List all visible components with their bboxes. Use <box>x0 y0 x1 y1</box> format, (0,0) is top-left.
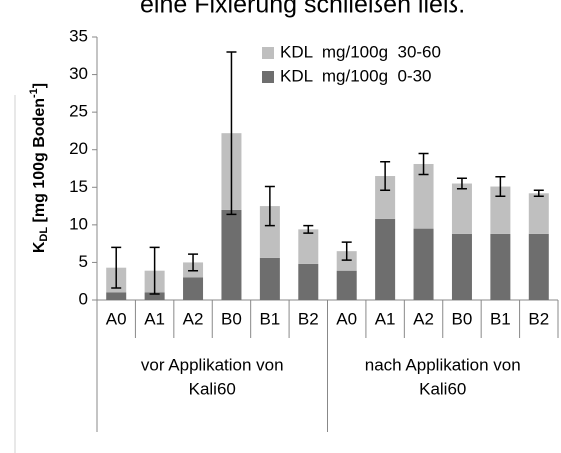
bar <box>259 206 280 258</box>
x-tick-label: B1 <box>490 309 511 328</box>
error-bar <box>456 177 467 190</box>
error-bar <box>149 246 160 295</box>
bar <box>490 186 511 234</box>
x-tick-label: A1 <box>375 309 396 328</box>
bar <box>259 257 280 300</box>
x-tick-label: A0 <box>336 309 357 328</box>
bar <box>451 233 472 300</box>
bar <box>106 292 127 300</box>
y-label-sub: DL <box>38 227 50 242</box>
bar <box>528 233 549 300</box>
legend-swatch <box>262 71 274 83</box>
error-bar <box>495 176 506 198</box>
bar <box>413 228 434 300</box>
x-tick-label: A1 <box>144 309 165 328</box>
x-tick-label: B0 <box>452 309 473 328</box>
x-tick-label: B0 <box>221 309 242 328</box>
y-tick-label: 0 <box>79 289 88 308</box>
x-tick-label: B2 <box>298 309 319 328</box>
x-tick-label: A0 <box>106 309 127 328</box>
y-label-sup: -1 <box>28 88 40 98</box>
bar <box>413 163 434 229</box>
bar <box>528 193 549 234</box>
y-tick-label: 20 <box>69 139 88 158</box>
x-tick-label: B1 <box>259 309 280 328</box>
bar <box>336 251 357 271</box>
y-axis-label: KDL [mg 100g Boden-1] <box>28 83 50 253</box>
y-tick-label: 5 <box>79 252 88 271</box>
error-bar <box>341 241 352 261</box>
bar <box>221 209 242 300</box>
y-label-rest: [mg 100g Boden <box>31 98 48 227</box>
error-bar <box>264 185 275 227</box>
bar <box>336 270 357 300</box>
legend-swatch <box>262 47 274 59</box>
bar <box>183 277 204 300</box>
error-bar <box>303 224 314 234</box>
error-bar <box>111 246 122 289</box>
y-tick-label: 25 <box>69 102 88 121</box>
error-bar <box>188 253 199 272</box>
bar <box>144 292 165 300</box>
bar <box>375 218 396 300</box>
y-tick-label: 15 <box>69 177 88 196</box>
group-label: nach Applikation von <box>365 355 521 374</box>
y-label-end: ] <box>31 83 48 88</box>
y-tick-label: 35 <box>69 26 88 45</box>
legend-label: KDL mg/100g 30-60 <box>280 42 441 61</box>
x-tick-label: A2 <box>413 309 434 328</box>
error-bar <box>226 51 237 216</box>
x-tick-label: A2 <box>183 309 204 328</box>
bar <box>451 183 472 234</box>
error-bar <box>418 152 429 176</box>
page-text: eine Fixierung schließen ließ. <box>140 0 465 19</box>
y-tick-label: 30 <box>69 64 88 83</box>
bar <box>298 263 319 300</box>
y-tick-label: 10 <box>69 214 88 233</box>
group-label: vor Applikation von <box>141 355 284 374</box>
x-tick-label: B2 <box>528 309 549 328</box>
y-label-main: K <box>31 241 48 253</box>
error-bar <box>533 189 544 198</box>
group-label: Kali60 <box>419 379 466 398</box>
legend-label: KDL mg/100g 0-30 <box>280 66 432 85</box>
bar <box>375 176 396 219</box>
error-bar <box>380 160 391 192</box>
group-label: Kali60 <box>189 379 236 398</box>
bar <box>298 229 319 264</box>
bar <box>490 233 511 300</box>
